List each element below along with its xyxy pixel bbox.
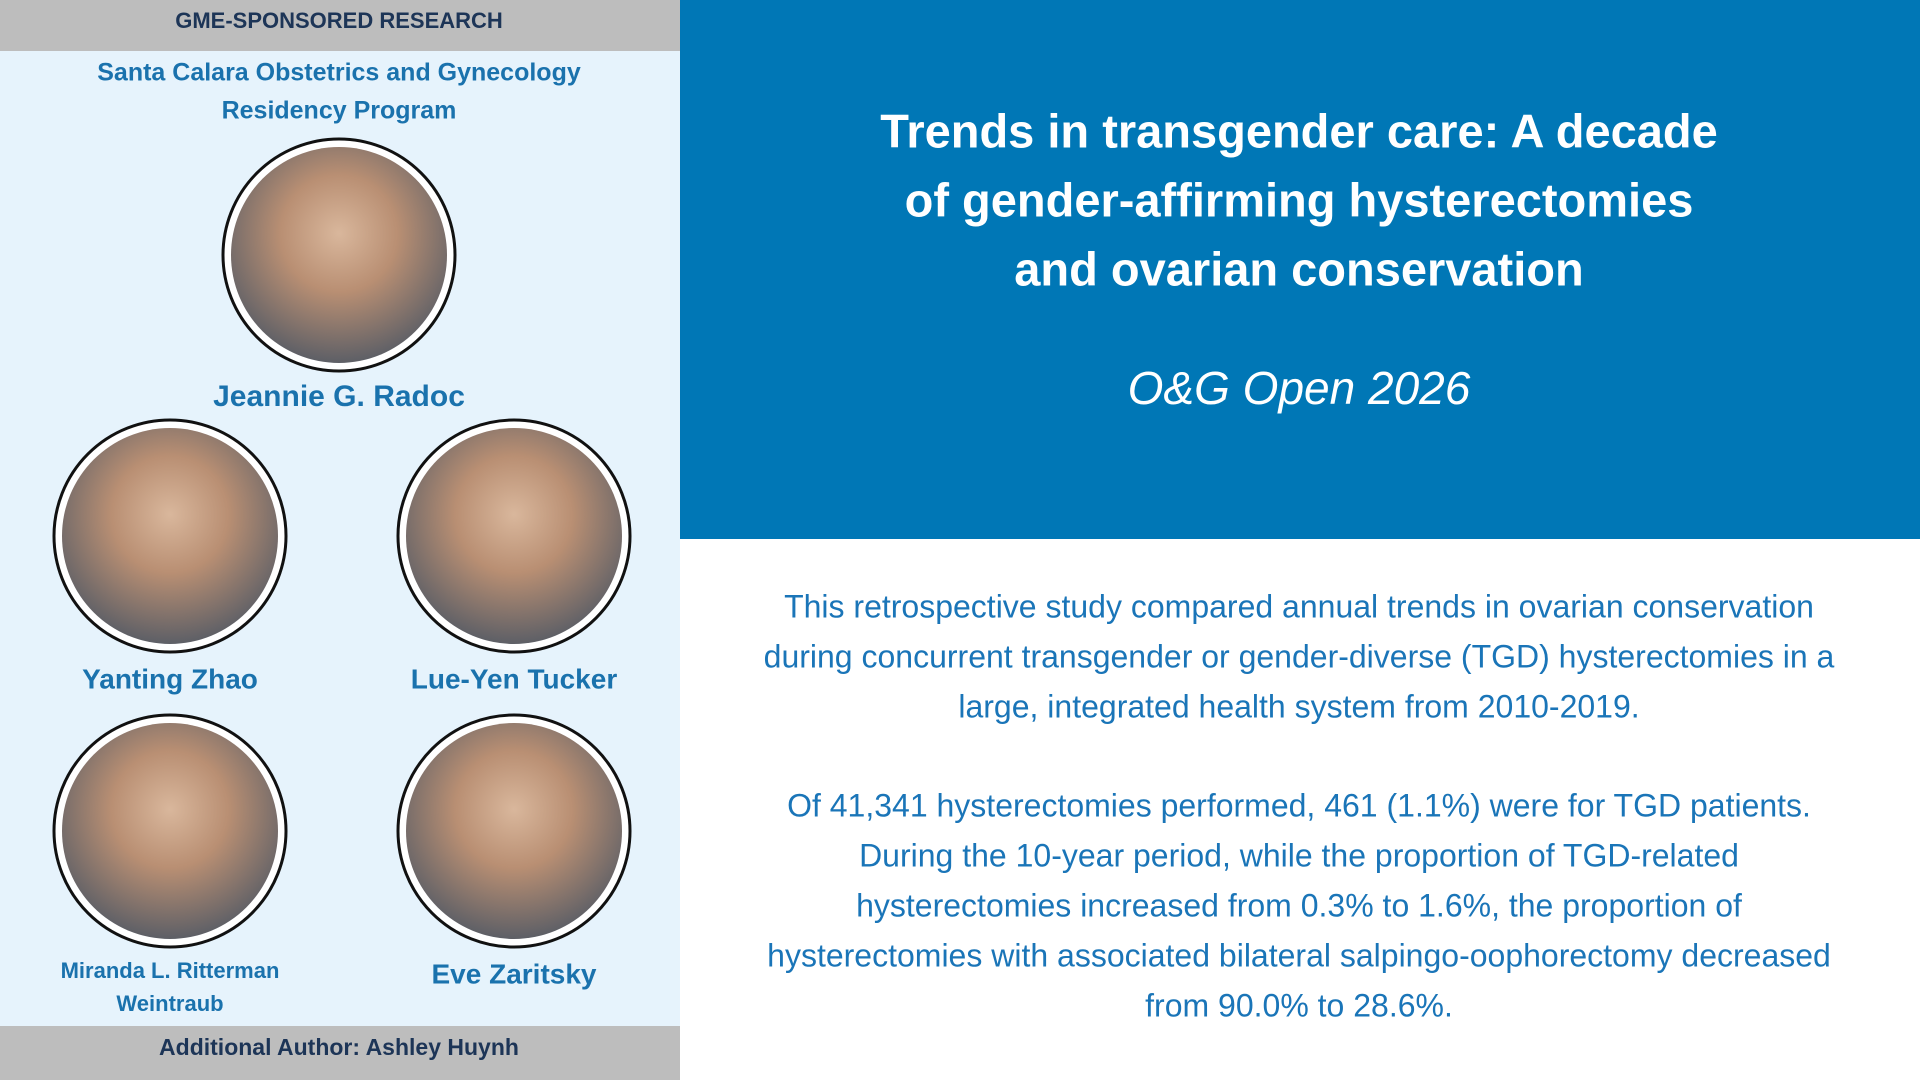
bottom-bar	[0, 1026, 680, 1080]
program-name: Residency Program	[222, 97, 457, 125]
author-photo	[406, 428, 622, 644]
summary-line: during concurrent transgender or gender-…	[764, 638, 1835, 674]
title-line: and ovarian conservation	[1014, 242, 1583, 295]
title-line: of gender-affirming hysterectomies	[905, 173, 1694, 226]
author-name: Yanting Zhao	[82, 663, 258, 694]
author-photo	[406, 723, 622, 939]
program-name: Santa Calara Obstetrics and Gynecology	[97, 59, 581, 87]
summary-line: This retrospective study compared annual…	[784, 588, 1814, 624]
summary-line: hysterectomies with associated bilateral…	[767, 937, 1831, 973]
author-name: Miranda L. Ritterman	[61, 958, 280, 983]
author-name: Weintraub	[116, 991, 223, 1016]
author-photo	[62, 723, 278, 939]
author-name: Lue-Yen Tucker	[411, 663, 618, 694]
body-box	[680, 539, 1920, 1080]
summary-line: hysterectomies increased from 0.3% to 1.…	[856, 887, 1742, 923]
top-bar	[0, 0, 680, 51]
summary-line: During the 10-year period, while the pro…	[859, 837, 1739, 873]
title-line: Trends in transgender care: A decade	[880, 104, 1718, 157]
additional-author: Additional Author: Ashley Huynh	[159, 1034, 519, 1060]
author-name: Eve Zaritsky	[432, 958, 597, 989]
summary-line: Of 41,341 hysterectomies performed, 461 …	[787, 787, 1811, 823]
title-box	[680, 0, 1920, 539]
author-photo	[62, 428, 278, 644]
author-name: Jeannie G. Radoc	[213, 380, 465, 413]
section-label: GME-SPONSORED RESEARCH	[175, 8, 503, 33]
author-photo	[231, 147, 447, 363]
summary-line: large, integrated health system from 201…	[958, 688, 1639, 724]
journal: O&G Open 2026	[1128, 362, 1471, 414]
summary-line: from 90.0% to 28.6%.	[1145, 987, 1453, 1023]
